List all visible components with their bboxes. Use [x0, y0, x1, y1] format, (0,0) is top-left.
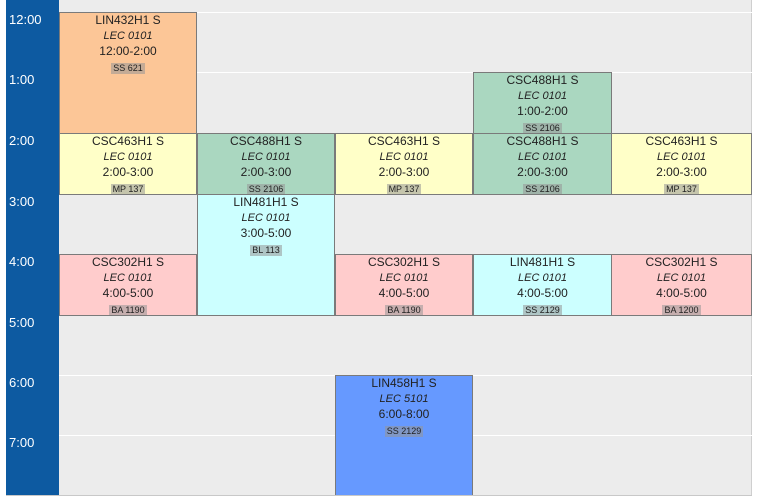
course-time: 2:00-3:00	[378, 165, 430, 179]
time-label: 7:00	[9, 435, 35, 450]
course-block[interactable]: CSC302H1 S LEC 0101 4:00-5:00 BA 1190	[59, 254, 197, 316]
course-room: SS 2106	[246, 184, 286, 194]
course-code: LIN481H1 S	[509, 255, 576, 269]
course-block[interactable]: LIN481H1 S LEC 0101 4:00-5:00 SS 2129	[473, 254, 612, 316]
course-room: SS 621	[111, 63, 145, 74]
course-time: 4:00-5:00	[378, 286, 430, 300]
course-time: 1:00-2:00	[517, 104, 568, 118]
course-time: 4:00-5:00	[102, 286, 154, 300]
course-room: SS 2106	[523, 184, 562, 194]
course-room: MP 137	[664, 184, 699, 194]
hour-divider	[59, 12, 752, 13]
course-section: LEC 0101	[379, 272, 429, 284]
course-time: 6:00-8:00	[378, 407, 430, 421]
course-section: LEC 0101	[657, 151, 706, 163]
course-code: CSC488H1 S	[506, 134, 579, 148]
hour-divider	[59, 72, 752, 73]
course-section: LEC 0101	[103, 30, 153, 42]
course-room: MP 137	[110, 184, 146, 194]
course-code: CSC302H1 S	[645, 255, 718, 269]
course-room: BA 1190	[109, 305, 147, 315]
course-code: CSC463H1 S	[91, 134, 165, 148]
course-time: 4:00-5:00	[517, 286, 568, 300]
course-section: LEC 0101	[518, 90, 567, 102]
course-room: MP 137	[386, 184, 422, 194]
time-label: 6:00	[9, 375, 35, 390]
course-room: SS 2129	[384, 426, 424, 437]
course-code: CSC488H1 S	[506, 73, 579, 87]
course-block[interactable]: CSC488H1 S LEC 0101 2:00-3:00 SS 2106	[197, 133, 335, 195]
course-code: LIN481H1 S	[233, 195, 299, 209]
course-block[interactable]: CSC463H1 S LEC 0101 2:00-3:00 MP 137	[335, 133, 473, 195]
course-time: 2:00-3:00	[240, 165, 292, 179]
course-section: LEC 0101	[657, 272, 706, 284]
course-block[interactable]: CSC463H1 S LEC 0101 2:00-3:00 MP 137	[59, 133, 197, 195]
course-block[interactable]: CSC463H1 S LEC 0101 2:00-3:00 MP 137	[611, 133, 752, 195]
course-code: LIN458H1 S	[371, 376, 437, 390]
course-time: 3:00-5:00	[240, 226, 292, 240]
course-section: LEC 0101	[241, 212, 291, 224]
time-column	[6, 0, 59, 496]
course-section: LEC 0101	[518, 272, 567, 284]
course-section: LEC 5101	[379, 393, 429, 405]
time-label: 5:00	[9, 315, 35, 330]
course-block[interactable]: CSC488H1 S LEC 0101 2:00-3:00 SS 2106	[473, 133, 612, 195]
course-time: 2:00-3:00	[517, 165, 568, 179]
course-room: SS 2106	[523, 123, 562, 133]
course-code: CSC463H1 S	[367, 134, 441, 148]
grid-bottom-border	[6, 495, 752, 496]
course-code: LIN432H1 S	[95, 13, 161, 27]
course-time: 12:00-2:00	[99, 44, 157, 58]
course-room: SS 2129	[523, 305, 562, 315]
course-section: LEC 0101	[379, 151, 429, 163]
course-room: BL 113	[250, 245, 282, 256]
course-code: CSC302H1 S	[367, 255, 441, 269]
course-room: BA 1190	[385, 305, 423, 315]
course-section: LEC 0101	[241, 151, 291, 163]
course-code: CSC488H1 S	[229, 134, 303, 148]
time-label: 4:00	[9, 254, 35, 269]
course-block[interactable]: CSC302H1 S LEC 0101 4:00-5:00 BA 1200	[611, 254, 752, 316]
time-label: 2:00	[9, 133, 35, 148]
course-code: CSC463H1 S	[645, 134, 718, 148]
course-block[interactable]: CSC488H1 S LEC 0101 1:00-2:00 SS 2106	[473, 72, 612, 134]
course-time: 2:00-3:00	[656, 165, 707, 179]
course-time: 4:00-5:00	[656, 286, 707, 300]
time-label: 12:00	[9, 12, 42, 27]
time-label: 1:00	[9, 72, 35, 87]
course-block[interactable]: LIN458H1 S LEC 5101 6:00-8:00 SS 2129	[335, 375, 473, 496]
course-block[interactable]: LIN481H1 S LEC 0101 3:00-5:00 BL 113	[197, 194, 335, 316]
course-section: LEC 0101	[103, 272, 153, 284]
time-label: 3:00	[9, 194, 35, 209]
course-code: CSC302H1 S	[91, 255, 165, 269]
course-section: LEC 0101	[103, 151, 153, 163]
course-block[interactable]: LIN432H1 S LEC 0101 12:00-2:00 SS 621	[59, 12, 197, 134]
course-block[interactable]: CSC302H1 S LEC 0101 4:00-5:00 BA 1190	[335, 254, 473, 316]
course-room: BA 1200	[662, 305, 701, 315]
course-section: LEC 0101	[518, 151, 567, 163]
course-time: 2:00-3:00	[102, 165, 154, 179]
